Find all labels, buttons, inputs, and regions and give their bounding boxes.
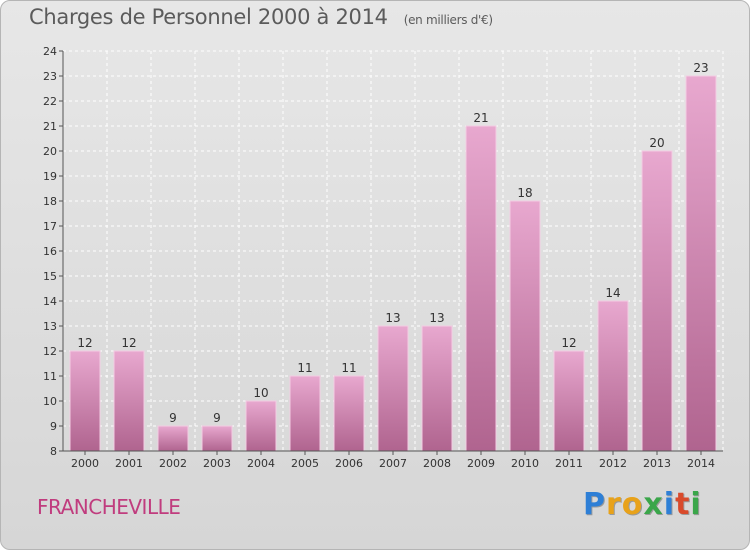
- bar-label-2009: 21: [473, 111, 488, 125]
- bar-label-2013: 20: [649, 136, 664, 150]
- x-tick-label-2011: 2011: [555, 457, 583, 470]
- chart-subtitle: (en milliers d'€): [403, 13, 493, 27]
- bar-2014: [685, 75, 717, 452]
- bar-2006: [333, 375, 365, 452]
- x-tick-label-2002: 2002: [159, 457, 187, 470]
- bar-2012: [597, 300, 629, 452]
- logo-letter: t: [675, 487, 691, 522]
- x-tick-label-2013: 2013: [643, 457, 671, 470]
- y-tick-label-9: 9: [50, 420, 57, 433]
- y-tick-label-20: 20: [43, 145, 57, 158]
- logo-letter: r: [606, 487, 622, 522]
- bar-label-2005: 11: [297, 361, 312, 375]
- bar-label-2008: 13: [429, 311, 444, 325]
- bar-label-2003: 9: [213, 411, 221, 425]
- chart-title: Charges de Personnel 2000 à 2014 (en mill…: [29, 5, 493, 29]
- y-tick-label-22: 22: [43, 95, 57, 108]
- bar-2008: [421, 325, 453, 452]
- logo-letter: P: [583, 487, 606, 522]
- y-tick-label-12: 12: [43, 345, 57, 358]
- y-tick-label-19: 19: [43, 170, 57, 183]
- y-tick-label-13: 13: [43, 320, 57, 333]
- bar-2003: [201, 425, 233, 452]
- bar-label-2010: 18: [517, 186, 532, 200]
- logo-letter: o: [621, 487, 644, 522]
- x-tick-label-2001: 2001: [115, 457, 143, 470]
- y-tick-label-16: 16: [43, 245, 57, 258]
- x-tick-label-2008: 2008: [423, 457, 451, 470]
- bar-label-2002: 9: [169, 411, 177, 425]
- bar-2009: [465, 125, 497, 452]
- y-tick-label-18: 18: [43, 195, 57, 208]
- bar-2010: [509, 200, 541, 452]
- x-tick-label-2004: 2004: [247, 457, 275, 470]
- logo-letter: i: [690, 487, 702, 522]
- x-tick-label-2014: 2014: [687, 457, 715, 470]
- axes: 8 9 10 11 12 13 14 15 16 17 18 19 20 21 22 23 24 2000 2001…: [43, 45, 723, 470]
- x-tick-label-2005: 2005: [291, 457, 319, 470]
- x-tick-label-2012: 2012: [599, 457, 627, 470]
- bar-label-2011: 12: [561, 336, 576, 350]
- proxiti-logo: Proxiti: [583, 487, 702, 522]
- bar-2007: [377, 325, 409, 452]
- y-tick-label-14: 14: [43, 295, 57, 308]
- x-tick-label-2010: 2010: [511, 457, 539, 470]
- logo-letter: x: [643, 487, 664, 522]
- y-tick-label-17: 17: [43, 220, 57, 233]
- bar-label-2001: 12: [121, 336, 136, 350]
- bar-2004: [245, 400, 277, 452]
- bar-label-2014: 23: [693, 61, 708, 75]
- bar-2005: [289, 375, 321, 452]
- y-tick-label-8: 8: [50, 445, 57, 458]
- x-tick-label-2003: 2003: [203, 457, 231, 470]
- y-tick-label-23: 23: [43, 70, 57, 83]
- bars: 12 12 9 9 10 11 11 13 13 21 18 12 14 20 23: [69, 61, 717, 452]
- y-tick-label-11: 11: [43, 370, 57, 383]
- bar-label-2000: 12: [77, 336, 92, 350]
- x-tick-label-2007: 2007: [379, 457, 407, 470]
- y-tick-label-24: 24: [43, 45, 57, 58]
- bar-2002: [157, 425, 189, 452]
- bar-2011: [553, 350, 585, 452]
- bar-label-2007: 13: [385, 311, 400, 325]
- logo-letter: i: [663, 487, 676, 522]
- y-tick-label-15: 15: [43, 270, 57, 283]
- commune-name: FRANCHEVILLE: [37, 495, 181, 519]
- bar-label-2004: 10: [253, 386, 268, 400]
- bar-2000: [69, 350, 101, 452]
- bar-2001: [113, 350, 145, 452]
- bar-label-2006: 11: [341, 361, 356, 375]
- y-tick-label-21: 21: [43, 120, 57, 133]
- bar-2013: [641, 150, 673, 452]
- x-tick-label-2009: 2009: [467, 457, 495, 470]
- x-tick-label-2006: 2006: [335, 457, 363, 470]
- bar-label-2012: 14: [605, 286, 620, 300]
- y-tick-label-10: 10: [43, 395, 57, 408]
- x-tick-label-2000: 2000: [71, 457, 99, 470]
